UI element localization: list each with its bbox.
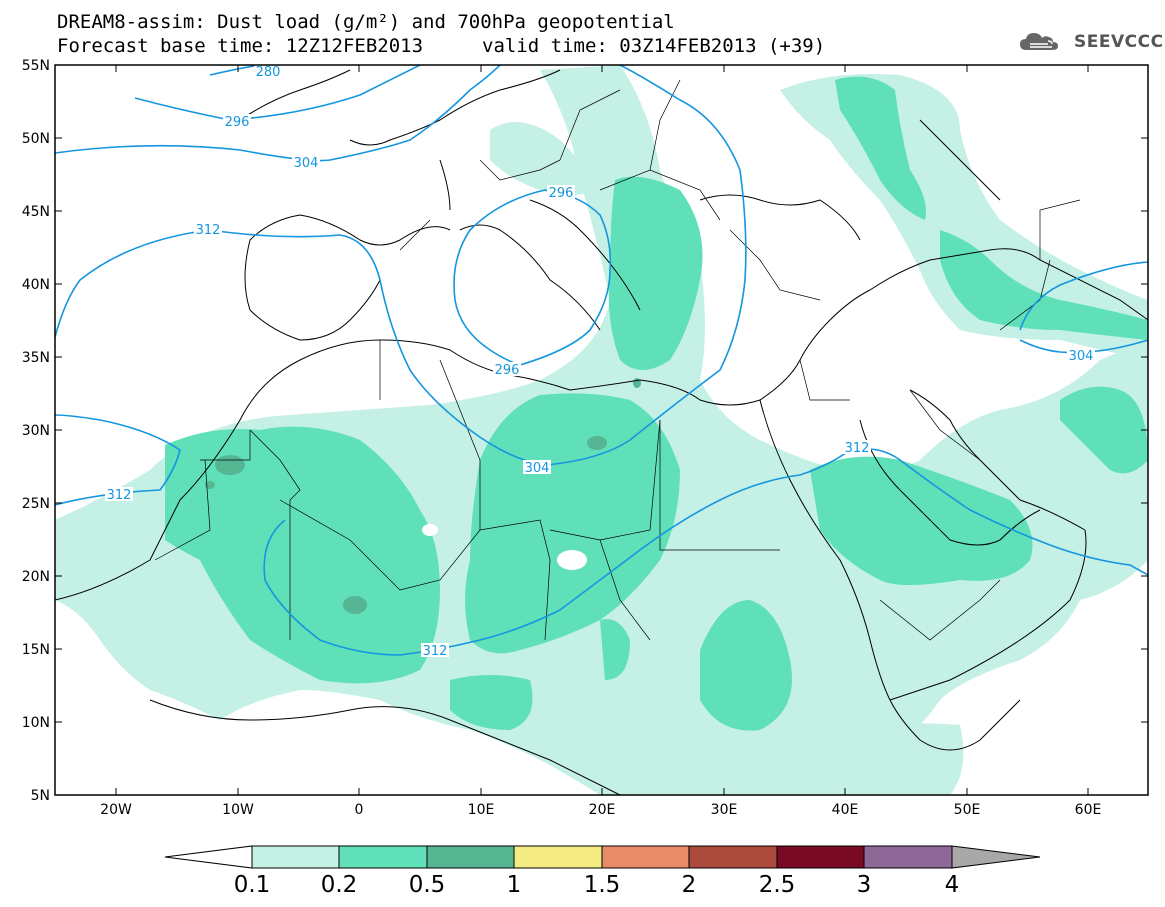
title-line-1: DREAM8-assim: Dust load (g/m²) and 700hP…: [57, 11, 675, 33]
lon-label: 20E: [589, 802, 616, 818]
lon-label: 60E: [1075, 802, 1102, 818]
lon-label: 50E: [954, 802, 981, 818]
contour-label: 296: [495, 363, 520, 378]
contour-label: 312: [845, 441, 870, 456]
contour-labels: 280 296 304 312 296 296 304 312 312 304 …: [105, 64, 1095, 659]
lat-label: 30N: [22, 423, 50, 439]
dust-fill-level-2: [165, 76, 1148, 731]
base-time: Forecast base time: 12Z12FEB2013: [57, 35, 424, 57]
lon-label: 10W: [222, 802, 254, 818]
contour-label: 296: [225, 115, 250, 130]
colorbar-right-arrow: [951, 845, 1041, 869]
lat-label: 10N: [22, 715, 50, 731]
cloud-logo-icon: [1020, 33, 1058, 50]
longitude-axis: 20W 10W 0 10E 20E 30E 40E 50E 60E: [100, 65, 1101, 818]
colorbar-label: 2.5: [759, 872, 796, 898]
colorbar-swatch: [426, 845, 515, 869]
colorbar-label: 1.5: [584, 872, 621, 898]
colorbar-swatch: [251, 845, 340, 869]
lat-label: 45N: [22, 204, 50, 220]
colorbar-swatch: [776, 845, 865, 869]
latitude-axis: 55N 50N 45N 40N 35N 30N 25N 20N 15N 10N …: [22, 58, 1148, 804]
country-borders: [154, 79, 1081, 641]
colorbar-label: 0.2: [321, 872, 358, 898]
seevccc-logo: SEEVCCC: [1018, 30, 1164, 54]
contour-label: 312: [423, 644, 448, 659]
lat-label: 5N: [31, 788, 50, 804]
colorbar-labels: 0.1 0.2 0.5 1 1.5 2 2.5 3 4: [234, 872, 960, 898]
colorbar: [164, 845, 1041, 869]
colorbar-label: 4: [945, 872, 960, 898]
logo-text: SEEVCCC: [1074, 32, 1164, 52]
lat-label: 20N: [22, 569, 50, 585]
lat-label: 15N: [22, 642, 50, 658]
colorbar-swatch: [601, 845, 690, 869]
lat-label: 40N: [22, 277, 50, 293]
contour-label: 280: [256, 65, 281, 80]
lon-label: 0: [355, 802, 364, 818]
lon-label: 30E: [711, 802, 738, 818]
colorbar-left-arrow: [164, 845, 253, 869]
lon-label: 10E: [468, 802, 495, 818]
contour-label: 312: [107, 488, 132, 503]
colorbar-label: 3: [857, 872, 872, 898]
title-line-2: Forecast base time: 12Z12FEB2013 valid ti…: [57, 35, 825, 57]
colorbar-label: 1: [507, 872, 522, 898]
colorbar-label: 2: [682, 872, 697, 898]
colorbar-label: 0.1: [234, 872, 271, 898]
lat-label: 55N: [22, 58, 50, 74]
contour-label: 304: [525, 461, 550, 476]
colorbar-swatch: [688, 845, 778, 869]
colorbar-label: 0.5: [409, 872, 446, 898]
contour-label: 304: [294, 156, 319, 171]
colorbar-swatch: [338, 845, 428, 869]
contour-label: 304: [1069, 349, 1094, 364]
clear-patches: [422, 524, 587, 570]
map-area: [55, 65, 1148, 795]
lat-label: 25N: [22, 496, 50, 512]
valid-time: valid time: 03Z14FEB2013 (+39): [482, 35, 826, 57]
contour-label: 312: [196, 223, 221, 238]
colorbar-swatch: [513, 845, 603, 869]
lon-label: 40E: [832, 802, 859, 818]
lat-label: 35N: [22, 350, 50, 366]
lon-label: 20W: [100, 802, 132, 818]
lat-label: 50N: [22, 131, 50, 147]
contour-label: 296: [549, 186, 574, 201]
colorbar-swatch: [863, 845, 953, 869]
